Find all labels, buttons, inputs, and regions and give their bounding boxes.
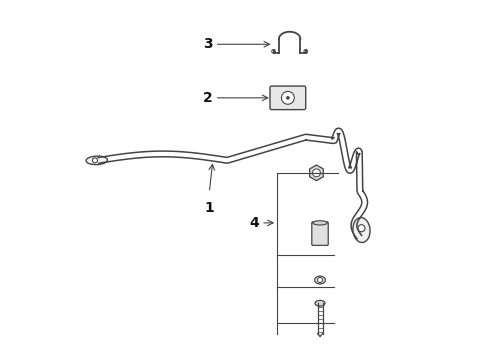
- Ellipse shape: [315, 300, 325, 306]
- Text: 4: 4: [249, 216, 259, 230]
- Polygon shape: [310, 165, 323, 181]
- Circle shape: [287, 96, 289, 99]
- Circle shape: [281, 91, 294, 104]
- Ellipse shape: [353, 217, 370, 243]
- Text: 2: 2: [203, 91, 213, 105]
- Circle shape: [93, 158, 98, 163]
- Circle shape: [358, 225, 365, 232]
- Ellipse shape: [315, 276, 325, 284]
- Ellipse shape: [86, 156, 107, 165]
- Text: 3: 3: [203, 37, 213, 51]
- Circle shape: [313, 169, 320, 177]
- FancyBboxPatch shape: [312, 222, 328, 246]
- FancyBboxPatch shape: [270, 86, 306, 110]
- Circle shape: [318, 278, 322, 283]
- Text: 1: 1: [204, 202, 214, 215]
- Ellipse shape: [313, 221, 327, 225]
